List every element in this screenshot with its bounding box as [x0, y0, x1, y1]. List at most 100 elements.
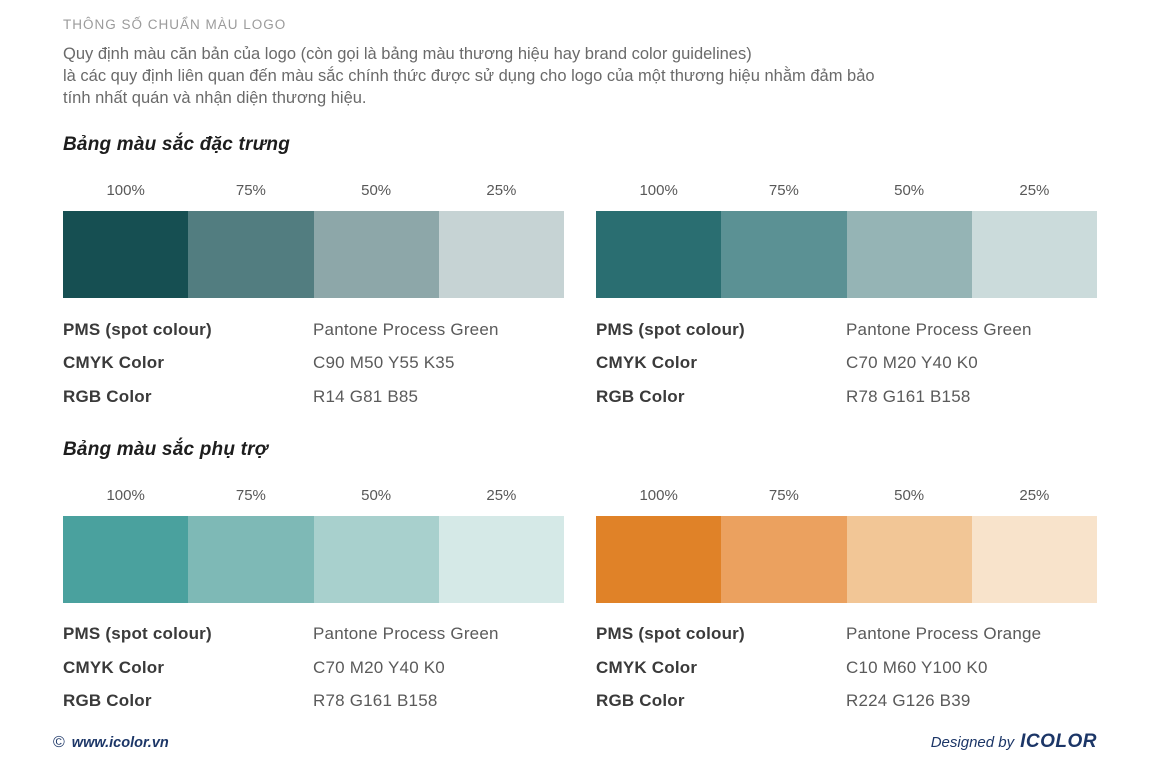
tint-percent-label: 75% [235, 486, 266, 504]
color-group-secondary-green: 100% 75% 50% 25% PMS (spot colour) Panto… [63, 487, 564, 719]
color-swatch-75 [188, 211, 314, 298]
tint-percent-label: 50% [361, 486, 392, 504]
tint-percent-row: 100% 75% 50% 25% [63, 182, 564, 199]
spec-row-cmyk: CMYK Color C10 M60 Y100 K0 [596, 651, 1097, 685]
spec-label: RGB Color [596, 691, 685, 711]
spec-label: PMS (spot colour) [596, 624, 745, 644]
tint-percent-label: 100% [639, 486, 678, 504]
color-group-primary-green-dark: 100% 75% 50% 25% PMS (spot colour) Panto… [63, 182, 564, 414]
swatch-bar [63, 211, 564, 298]
website-link[interactable]: © www.icolor.vn [53, 734, 169, 752]
tint-percent-label: 25% [1019, 182, 1050, 199]
swatch-bar [63, 515, 564, 603]
tint-percent-label: 75% [768, 486, 799, 504]
color-specs: PMS (spot colour) Pantone Process Green … [63, 618, 564, 719]
primary-groups-row: 100% 75% 50% 25% PMS (spot colour) Panto… [63, 182, 1097, 414]
color-swatch-100 [596, 211, 722, 298]
color-swatch-100 [596, 515, 722, 603]
spec-value: R14 G81 B85 [313, 386, 419, 406]
color-swatch-50 [313, 515, 439, 603]
color-swatch-25 [438, 211, 564, 298]
tint-percent-label: 25% [1019, 486, 1050, 504]
color-group-primary-green: 100% 75% 50% 25% PMS (spot colour) Panto… [596, 182, 1097, 414]
spec-label: PMS (spot colour) [63, 319, 212, 339]
tint-percent-label: 100% [106, 182, 145, 199]
tint-percent-label: 50% [894, 486, 925, 504]
color-swatch-25 [971, 515, 1097, 603]
spec-row-rgb: RGB Color R78 G161 B158 [596, 380, 1097, 414]
secondary-groups-row: 100% 75% 50% 25% PMS (spot colour) Panto… [63, 487, 1097, 719]
color-swatch-50 [313, 211, 439, 298]
spec-label: RGB Color [63, 386, 152, 406]
intro-line: tính nhất quán và nhận diện thương hiệu. [63, 89, 367, 107]
spec-value: Pantone Process Green [313, 319, 499, 339]
spec-value: R224 G126 B39 [846, 691, 971, 711]
spec-value: C90 M50 Y55 K35 [313, 353, 455, 373]
color-group-secondary-orange: 100% 75% 50% 25% PMS (spot colour) Panto… [596, 487, 1097, 719]
spec-value: C70 M20 Y40 K0 [846, 353, 978, 373]
tint-percent-label: 25% [486, 182, 517, 199]
spec-label: PMS (spot colour) [596, 319, 745, 339]
color-swatch-25 [971, 211, 1097, 298]
tint-percent-label: 50% [894, 182, 925, 199]
swatch-bar [596, 515, 1097, 603]
spec-value: C70 M20 Y40 K0 [313, 657, 445, 677]
tint-percent-row: 100% 75% 50% 25% [63, 487, 564, 504]
intro-line: Quy định màu căn bản của logo (còn gọi l… [63, 45, 752, 63]
spec-row-cmyk: CMYK Color C90 M50 Y55 K35 [63, 347, 564, 381]
spec-row-rgb: RGB Color R224 G126 B39 [596, 685, 1097, 719]
tint-percent-label: 25% [486, 486, 517, 504]
color-swatch-25 [438, 515, 564, 603]
spec-label: RGB Color [596, 386, 685, 406]
spec-row-pms: PMS (spot colour) Pantone Process Green [63, 313, 564, 347]
tint-percent-row: 100% 75% 50% 25% [596, 182, 1097, 199]
swatch-bar [596, 211, 1097, 298]
color-specs: PMS (spot colour) Pantone Process Orange… [596, 618, 1097, 719]
spec-row-pms: PMS (spot colour) Pantone Process Green [63, 618, 564, 652]
spec-row-rgb: RGB Color R14 G81 B85 [63, 380, 564, 414]
page-footer: © www.icolor.vn Designed by ICOLOR [53, 731, 1097, 753]
copyright-icon: © [53, 734, 65, 751]
designed-by-label: Designed by [930, 734, 1015, 751]
color-swatch-75 [188, 515, 314, 603]
color-specs: PMS (spot colour) Pantone Process Green … [63, 313, 564, 414]
spec-value: C10 M60 Y100 K0 [846, 657, 988, 677]
tint-percent-label: 75% [768, 182, 799, 199]
color-swatch-50 [846, 515, 972, 603]
color-swatch-100 [63, 211, 189, 298]
brand-logo-text: ICOLOR [1020, 731, 1097, 752]
page-title: THÔNG SỐ CHUẨN MÀU LOGO [63, 17, 287, 32]
spec-value: R78 G161 B158 [313, 691, 438, 711]
color-swatch-50 [846, 211, 972, 298]
website-url: www.icolor.vn [71, 735, 169, 751]
tint-percent-label: 100% [106, 486, 145, 504]
tint-percent-label: 50% [361, 182, 392, 199]
spec-row-pms: PMS (spot colour) Pantone Process Green [596, 313, 1097, 347]
spec-label: RGB Color [63, 691, 152, 711]
spec-value: Pantone Process Green [846, 319, 1032, 339]
intro-paragraph: Quy định màu căn bản của logo (còn gọi l… [63, 43, 1097, 109]
color-swatch-100 [63, 515, 189, 603]
tint-percent-row: 100% 75% 50% 25% [596, 487, 1097, 504]
section-title-primary: Bảng màu sắc đặc trưng [63, 134, 291, 155]
spec-value: Pantone Process Orange [846, 624, 1042, 644]
tint-percent-label: 75% [235, 182, 266, 199]
tint-percent-label: 100% [639, 182, 678, 199]
spec-label: CMYK Color [596, 353, 698, 373]
color-specs: PMS (spot colour) Pantone Process Green … [596, 313, 1097, 414]
spec-row-cmyk: CMYK Color C70 M20 Y40 K0 [63, 651, 564, 685]
intro-line: là các quy định liên quan đến màu sắc ch… [63, 67, 875, 85]
color-swatch-75 [721, 211, 847, 298]
spec-label: PMS (spot colour) [63, 624, 212, 644]
spec-row-cmyk: CMYK Color C70 M20 Y40 K0 [596, 347, 1097, 381]
spec-label: CMYK Color [63, 353, 165, 373]
section-title-secondary: Bảng màu sắc phụ trợ [63, 438, 268, 460]
spec-value: Pantone Process Green [313, 624, 499, 644]
spec-label: CMYK Color [596, 657, 698, 677]
designed-by: Designed by ICOLOR [931, 731, 1097, 753]
color-swatch-75 [721, 515, 847, 603]
spec-row-rgb: RGB Color R78 G161 B158 [63, 685, 564, 719]
spec-row-pms: PMS (spot colour) Pantone Process Orange [596, 618, 1097, 652]
spec-value: R78 G161 B158 [846, 386, 971, 406]
